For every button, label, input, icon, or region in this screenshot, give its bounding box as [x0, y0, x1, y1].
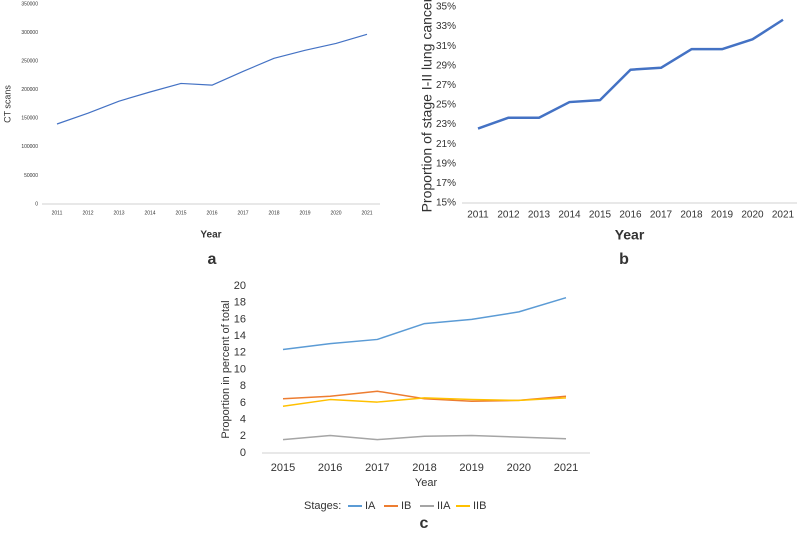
y-tick-label: 6 [240, 397, 246, 409]
series-line [282, 296, 567, 351]
x-axis-title: Year [415, 477, 438, 489]
x-tick-label: 2011 [467, 210, 489, 221]
y-tick-label: 35% [436, 2, 456, 13]
y-axis-title: CT scans [2, 85, 12, 123]
y-tick-label: 29% [436, 60, 456, 71]
y-tick-label: 31% [436, 41, 456, 52]
legend-label: IB [401, 500, 411, 512]
y-tick-label: 200000 [21, 87, 38, 93]
x-tick-label: 2012 [497, 210, 520, 221]
series-line [56, 33, 368, 125]
x-tick-label: 2015 [589, 210, 612, 221]
x-tick-label: 2021 [361, 210, 372, 216]
x-tick-label: 2021 [772, 210, 795, 221]
x-axis-title: Year [200, 230, 221, 241]
x-tick-label: 2020 [330, 210, 341, 216]
y-tick-label: 14 [234, 330, 246, 342]
x-tick-label: 2021 [554, 462, 578, 474]
x-tick-label: 2017 [365, 462, 389, 474]
y-tick-label: 16 [234, 313, 246, 325]
x-axis-title: Year [615, 227, 645, 243]
x-tick-label: 2020 [507, 462, 531, 474]
x-tick-label: 2016 [206, 210, 217, 216]
x-tick-label: 2016 [318, 462, 342, 474]
y-tick-label: 2 [240, 430, 246, 442]
y-tick-label: 23% [436, 119, 456, 130]
legend-label: IIB [473, 500, 486, 512]
x-tick-label: 2017 [650, 210, 673, 221]
x-tick-label: 2015 [175, 210, 186, 216]
y-tick-label: 0 [240, 447, 246, 459]
y-tick-label: 0 [35, 201, 38, 207]
panel-label: c [420, 515, 429, 532]
x-tick-label: 2015 [271, 462, 295, 474]
x-tick-label: 2019 [299, 210, 310, 216]
y-tick-label: 12 [234, 347, 246, 359]
series-line [477, 18, 784, 130]
y-tick-label: 18 [234, 297, 246, 309]
x-tick-label: 2020 [741, 210, 764, 221]
x-tick-label: 2013 [528, 210, 551, 221]
x-tick-label: 2014 [558, 210, 581, 221]
y-tick-label: 50000 [24, 173, 38, 179]
x-tick-label: 2019 [459, 462, 483, 474]
legend-title: Stages: [304, 500, 341, 512]
x-tick-label: 2019 [711, 210, 734, 221]
series-line [282, 397, 567, 407]
panel-label: b [619, 251, 629, 268]
x-tick-label: 2018 [268, 210, 279, 216]
x-tick-label: 2016 [619, 210, 642, 221]
y-tick-label: 100000 [21, 144, 38, 150]
x-tick-label: 2011 [52, 210, 63, 216]
y-tick-label: 20 [234, 280, 246, 292]
legend-label: IIA [437, 500, 451, 512]
y-axis-title: Proportion of stage I-II lung cancer [419, 0, 435, 212]
x-tick-label: 2018 [680, 210, 703, 221]
y-tick-label: 17% [436, 178, 456, 189]
y-tick-label: 10 [234, 363, 246, 375]
y-axis-title: Proportion in percent of total [220, 300, 232, 438]
y-tick-label: 25% [436, 100, 456, 111]
y-tick-label: 4 [240, 414, 246, 426]
x-tick-label: 2014 [144, 210, 155, 216]
y-tick-label: 15% [436, 198, 456, 209]
x-tick-label: 2012 [82, 210, 93, 216]
y-tick-label: 33% [436, 21, 456, 32]
series-line [282, 434, 567, 441]
y-tick-label: 350000 [21, 1, 38, 7]
y-tick-label: 8 [240, 380, 246, 392]
y-tick-label: 250000 [21, 58, 38, 64]
y-tick-label: 300000 [21, 30, 38, 36]
x-tick-label: 2017 [237, 210, 248, 216]
x-tick-label: 2018 [412, 462, 436, 474]
legend-label: IA [365, 500, 376, 512]
y-tick-label: 21% [436, 139, 456, 150]
y-tick-label: 27% [436, 80, 456, 91]
y-tick-label: 150000 [21, 116, 38, 122]
x-tick-label: 2013 [113, 210, 124, 216]
y-tick-label: 19% [436, 158, 456, 169]
panel-label: a [208, 251, 217, 268]
